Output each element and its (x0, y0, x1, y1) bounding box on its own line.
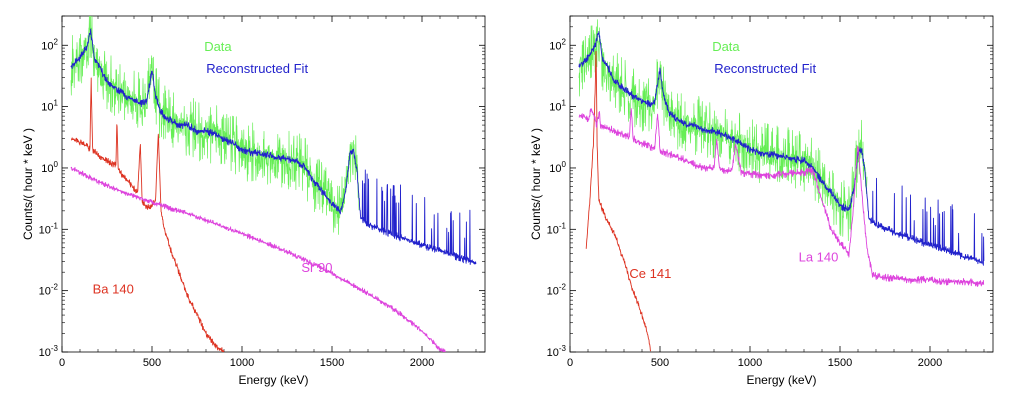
x-tick-label: 2000 (918, 357, 942, 369)
y-tick-label: 10-3 (547, 344, 567, 359)
y-tick-label: 102 (41, 37, 58, 52)
y-tick-label: 10-1 (547, 221, 567, 236)
y-tick-label: 102 (549, 37, 566, 52)
left-spectrum-chart: 0 500 1000 1500 2000 10-3 10-2 10-1 100 101 102 Ene… (21, 15, 486, 387)
series-sr-90 (70, 166, 446, 352)
annotation-sr-90: Sr 90 (301, 260, 332, 275)
annotation-ba-140: Ba 140 (93, 281, 134, 296)
x-tick-label: 1500 (320, 357, 344, 369)
series-group (578, 19, 985, 352)
series-reconstructed-fit (70, 28, 477, 265)
x-tick-label: 0 (59, 357, 65, 369)
plot-frame (61, 15, 486, 353)
x-tick-label: 0 (567, 357, 573, 369)
series-ce-141 (585, 50, 652, 352)
x-tick-label: 2000 (410, 357, 434, 369)
series-la-140 (578, 107, 985, 287)
annotation-ce-141: Ce 141 (629, 266, 671, 281)
y-tick-label: 100 (41, 160, 58, 175)
y-axis-label: Counts/( hour * keV ) (21, 128, 35, 240)
legend-reconstructed-fit: Reconstructed Fit (206, 61, 308, 76)
legend-reconstructed-fit: Reconstructed Fit (714, 61, 816, 76)
legend-data: Data (204, 39, 232, 54)
x-tick-label: 500 (143, 357, 161, 369)
x-axis-label: Energy (keV) (238, 373, 308, 387)
x-tick-label: 500 (651, 357, 669, 369)
series-group (70, 16, 477, 352)
y-axis-label: Counts/( hour * keV ) (529, 128, 543, 240)
x-tick-label: 1000 (738, 357, 762, 369)
series-data (578, 19, 868, 242)
x-tick-label: 1500 (828, 357, 852, 369)
y-tick-label: 10-2 (547, 283, 567, 298)
series-ba-140 (70, 77, 225, 352)
y-tick-label: 10-3 (39, 344, 59, 359)
annotation-la-140: La 140 (799, 249, 839, 264)
y-tick-label: 101 (549, 99, 566, 114)
legend-data: Data (712, 39, 740, 54)
series-reconstructed-fit (578, 30, 985, 266)
right-spectrum-chart: 0 500 1000 1500 2000 10-3 10-2 10-1 100 101 102 Ene… (529, 15, 994, 387)
x-tick-label: 1000 (230, 357, 254, 369)
y-tick-label: 10-1 (39, 221, 59, 236)
y-tick-label: 101 (41, 99, 58, 114)
y-tick-label: 10-2 (39, 283, 59, 298)
y-tick-label: 100 (549, 160, 566, 175)
x-axis-label: Energy (keV) (746, 373, 816, 387)
plot-frame (569, 15, 994, 353)
